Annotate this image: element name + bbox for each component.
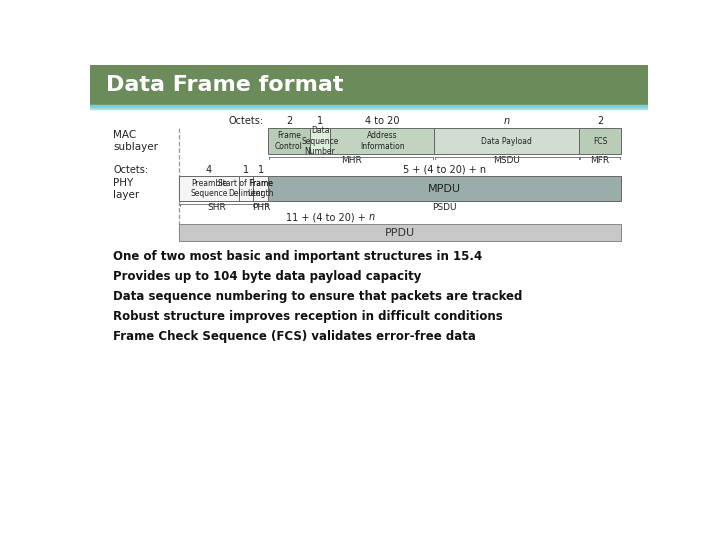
Text: Data sequence numbering to ensure that packets are tracked: Data sequence numbering to ensure that p…	[113, 290, 523, 303]
Text: PSDU: PSDU	[432, 202, 456, 212]
Text: 2: 2	[597, 116, 603, 126]
Bar	[90, 105, 648, 108]
Text: Provides up to 104 byte data payload capacity: Provides up to 104 byte data payload cap…	[113, 270, 422, 283]
Bar	[90, 108, 648, 110]
Text: One of two most basic and important structures in 15.4: One of two most basic and important stru…	[113, 250, 482, 263]
Text: Data Payload: Data Payload	[482, 137, 532, 146]
Text: 4 to 20: 4 to 20	[365, 116, 400, 126]
Text: MHR: MHR	[341, 156, 361, 165]
Text: Preamble
Sequence: Preamble Sequence	[190, 179, 228, 199]
Text: Octets:: Octets:	[228, 116, 264, 126]
Bar	[90, 65, 648, 105]
Text: Data Frame format: Data Frame format	[106, 75, 343, 95]
Text: MPDU: MPDU	[428, 184, 461, 194]
Text: 1: 1	[317, 116, 323, 126]
Text: MSDU: MSDU	[493, 156, 521, 165]
Bar	[310, 128, 330, 154]
Bar	[253, 177, 269, 201]
Text: Frame Check Sequence (FCS) validates error-free data: Frame Check Sequence (FCS) validates err…	[113, 330, 476, 343]
Text: MFR: MFR	[590, 156, 610, 165]
Text: Octets:: Octets:	[113, 165, 148, 174]
Bar	[179, 177, 238, 201]
Bar	[434, 128, 580, 154]
Text: 1: 1	[258, 165, 264, 174]
Bar	[330, 128, 434, 154]
Text: Robust structure improves reception in difficult conditions: Robust structure improves reception in d…	[113, 310, 503, 323]
Text: Address
Information: Address Information	[360, 131, 405, 151]
Text: FCS: FCS	[593, 137, 607, 146]
Text: 11 + (4 to 20) +: 11 + (4 to 20) +	[286, 212, 369, 222]
Text: Start of Frame
Delimiter: Start of Frame Delimiter	[218, 179, 274, 199]
Text: 4: 4	[206, 165, 212, 174]
Text: 5 + (4 to 20) + n: 5 + (4 to 20) + n	[403, 165, 486, 174]
Text: 2: 2	[286, 116, 292, 126]
Text: Data
Sequence
Number: Data Sequence Number	[302, 126, 339, 156]
Text: n: n	[369, 212, 375, 222]
Bar	[179, 224, 621, 241]
Text: Frame
Length: Frame Length	[248, 179, 274, 199]
Text: MAC
sublayer: MAC sublayer	[113, 130, 158, 152]
Text: 1: 1	[243, 165, 249, 174]
Text: SHR: SHR	[207, 202, 225, 212]
Text: n: n	[504, 116, 510, 126]
Text: PHR: PHR	[251, 202, 270, 212]
Text: PHY
layer: PHY layer	[113, 178, 140, 200]
Bar	[269, 128, 310, 154]
Text: PPDU: PPDU	[385, 228, 415, 238]
Bar	[238, 177, 253, 201]
Bar	[269, 177, 621, 201]
Bar	[580, 128, 621, 154]
Text: Frame
Control: Frame Control	[275, 131, 303, 151]
